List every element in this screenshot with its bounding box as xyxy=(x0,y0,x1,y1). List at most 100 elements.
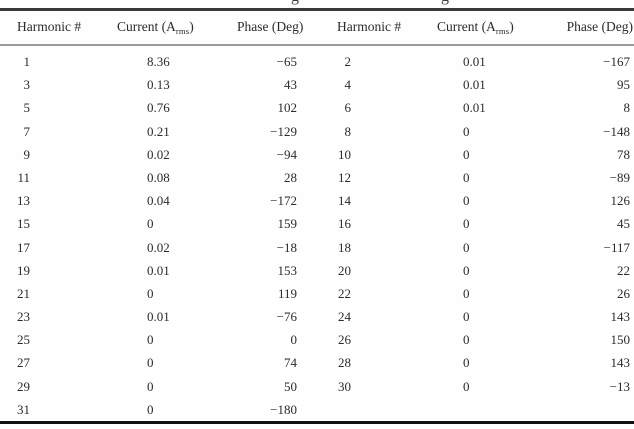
current-cell: 0 xyxy=(147,355,154,371)
current-cell: 0 xyxy=(463,169,470,185)
phase-cell: −65 xyxy=(276,54,297,69)
table-row: 7 0.21 −129 8 0 −148 xyxy=(0,120,634,143)
table-row: 1 8.36 −65 2 0.01 −167 xyxy=(0,50,634,73)
current-cell: 0 xyxy=(463,378,470,394)
phase-cell: 153 xyxy=(277,262,298,278)
table-top-rule xyxy=(0,8,634,11)
harmonic-cell: 23 xyxy=(17,309,30,325)
header-current-subscript: rms xyxy=(175,25,190,36)
header-current-right: Current (Arms) xyxy=(437,14,514,44)
phase-cell xyxy=(560,398,630,421)
phase-cell: 0 xyxy=(290,332,298,348)
phase-cell: 78 xyxy=(617,146,630,162)
phase-cell: −76 xyxy=(276,309,297,325)
harmonic-cell: 11 xyxy=(17,169,30,185)
harmonic-cell: 12 xyxy=(338,169,351,185)
harmonic-cell: 2 xyxy=(344,54,352,69)
current-cell: 0 xyxy=(147,285,154,301)
harmonic-cell: 10 xyxy=(338,146,351,162)
caption-descender-fragment: g xyxy=(291,0,299,6)
header-harmonic-left: Harmonic # xyxy=(17,19,82,34)
harmonic-cell: 14 xyxy=(338,193,351,209)
current-cell: 0.04 xyxy=(147,193,170,209)
table-row: 13 0.04 −172 14 0 126 xyxy=(0,189,634,212)
current-cell: 0 xyxy=(147,401,154,417)
harmonic-cell: 24 xyxy=(338,309,351,325)
table-row: 17 0.02 −18 18 0 −117 xyxy=(0,236,634,259)
current-cell: 8.36 xyxy=(147,54,170,69)
phase-cell: 119 xyxy=(277,285,297,301)
current-cell: 0 xyxy=(463,123,470,139)
phase-cell: 143 xyxy=(610,355,631,371)
phase-cell: 159 xyxy=(277,216,298,232)
current-cell: 0.08 xyxy=(147,169,170,185)
current-cell: 0 xyxy=(463,262,470,278)
current-cell: 0 xyxy=(147,378,154,394)
header-current-close-paren: ) xyxy=(189,19,194,34)
harmonic-cell: 6 xyxy=(344,100,352,116)
table-row: 11 0.08 28 12 0 −89 xyxy=(0,166,634,189)
harmonic-cell: 9 xyxy=(23,146,31,162)
phase-cell: −167 xyxy=(603,54,630,69)
current-cell: 0 xyxy=(463,309,470,325)
table-row: 29 0 50 30 0 −13 xyxy=(0,375,634,398)
harmonic-cell xyxy=(325,398,351,421)
current-cell: 0.01 xyxy=(463,77,486,93)
harmonic-cell: 27 xyxy=(17,355,30,371)
phase-cell: 102 xyxy=(277,100,298,116)
harmonic-cell: 21 xyxy=(17,285,30,301)
phase-cell: 26 xyxy=(617,285,630,301)
header-divider-rule xyxy=(0,44,634,46)
table-row: 15 0 159 16 0 45 xyxy=(0,212,634,235)
table-row: 23 0.01 −76 24 0 143 xyxy=(0,305,634,328)
current-cell: 0.02 xyxy=(147,239,170,255)
phase-cell: −129 xyxy=(270,123,297,139)
phase-cell: −117 xyxy=(603,239,630,255)
current-cell: 0 xyxy=(463,146,470,162)
header-current-label: Current (A xyxy=(437,19,496,34)
harmonic-cell: 29 xyxy=(17,378,30,394)
phase-cell: 22 xyxy=(617,262,630,278)
harmonic-cell: 17 xyxy=(17,239,30,255)
current-cell: 0.01 xyxy=(463,100,486,116)
phase-cell: 50 xyxy=(284,378,297,394)
current-cell: 0 xyxy=(463,285,470,301)
phase-cell: 95 xyxy=(617,77,630,93)
harmonic-cell: 19 xyxy=(17,262,30,278)
phase-cell: −89 xyxy=(609,169,630,185)
harmonic-cell: 31 xyxy=(17,401,30,417)
harmonic-cell: 30 xyxy=(338,378,351,394)
table-bottom-rule xyxy=(0,421,634,424)
phase-cell: −180 xyxy=(270,401,297,417)
table-row: 25 0 0 26 0 150 xyxy=(0,328,634,351)
current-cell xyxy=(463,398,533,421)
phase-cell: −148 xyxy=(603,123,630,139)
header-current-label: Current (A xyxy=(117,19,176,34)
current-cell: 0.02 xyxy=(147,146,170,162)
harmonic-cell: 4 xyxy=(344,77,352,93)
current-cell: 0.01 xyxy=(147,309,170,325)
cutoff-caption: g g xyxy=(0,0,634,7)
current-cell: 0 xyxy=(147,332,154,348)
harmonic-cell: 8 xyxy=(344,123,352,139)
table-row: 3 0.13 43 4 0.01 95 xyxy=(0,73,634,96)
header-phase-left: Phase (Deg) xyxy=(237,19,304,34)
phase-cell: −18 xyxy=(276,239,297,255)
current-cell: 0 xyxy=(463,239,470,255)
current-cell: 0 xyxy=(463,332,470,348)
phase-cell: 8 xyxy=(623,100,631,116)
phase-cell: −94 xyxy=(276,146,297,162)
header-phase-right: Phase (Deg) xyxy=(566,19,633,34)
phase-cell: 45 xyxy=(617,216,630,232)
current-cell: 0.01 xyxy=(463,54,486,69)
table-row: 31 0 −180 xyxy=(0,398,634,421)
table-header-row: Harmonic # Current (Arms) Phase (Deg) Ha… xyxy=(0,14,634,44)
current-cell: 0 xyxy=(463,355,470,371)
phase-cell: −13 xyxy=(609,378,630,394)
harmonic-cell: 20 xyxy=(338,262,351,278)
caption-descender-fragment: g xyxy=(441,0,449,6)
phase-cell: 43 xyxy=(284,77,297,93)
harmonic-cell: 25 xyxy=(17,332,30,348)
table-row: 27 0 74 28 0 143 xyxy=(0,351,634,374)
